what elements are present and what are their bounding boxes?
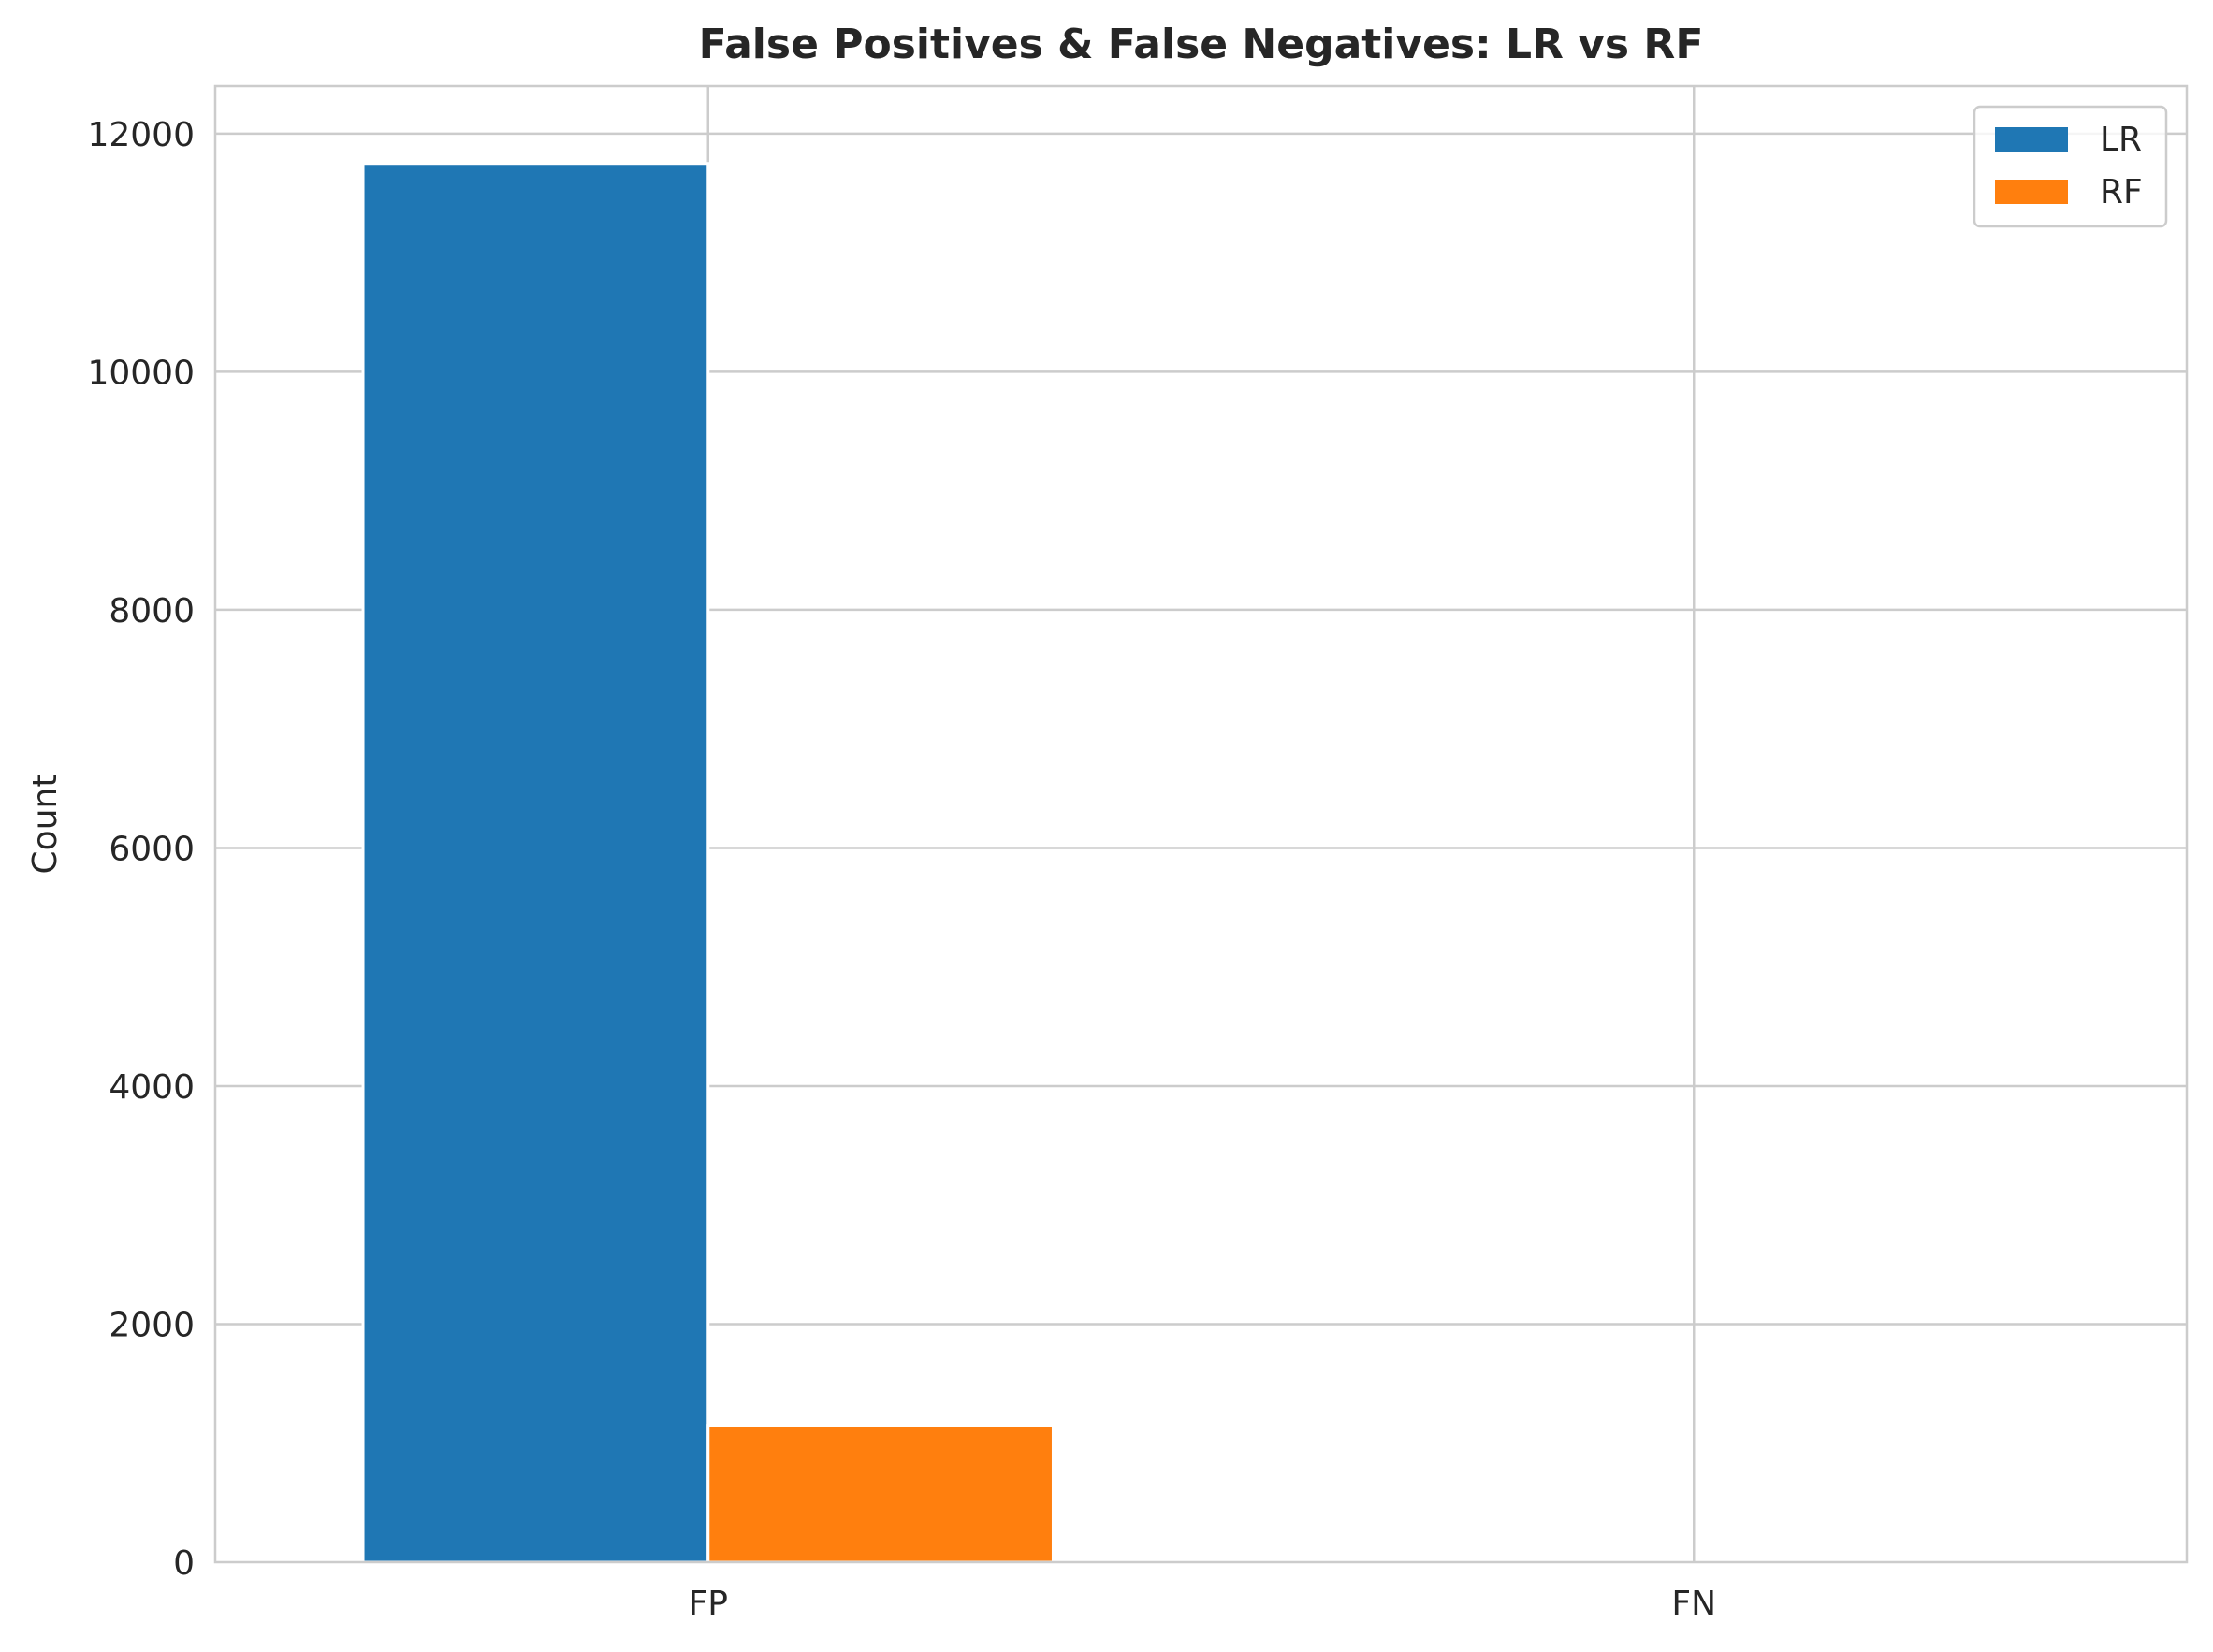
tick-labels: 0 2000 4000 6000 8000 10000 12000 FP FN: [87, 116, 1716, 1623]
y-tick-label: 2000: [109, 1306, 195, 1344]
y-tick-label: 0: [173, 1544, 195, 1583]
y-tick-label: 12000: [87, 116, 195, 154]
bar-rf-fp: [706, 1424, 1055, 1564]
plot-frame: [213, 84, 2189, 1564]
bar-lr-fp: [361, 162, 710, 1564]
legend-label-lr: LR: [2100, 121, 2142, 159]
legend-swatch-lr: [1995, 127, 2068, 152]
legend: LR RF: [1973, 105, 2168, 228]
legend-label-rf: RF: [2100, 173, 2143, 211]
y-tick-label: 8000: [109, 592, 195, 630]
y-axis-label: Count: [26, 775, 65, 875]
y-tick-label: 10000: [87, 354, 195, 392]
chart-title: False Positives & False Negatives: LR vs…: [699, 21, 1704, 68]
bars: [361, 162, 1055, 1564]
x-tick-label: FP: [689, 1585, 728, 1623]
y-tick-label: 4000: [109, 1068, 195, 1107]
y-tick-label: 6000: [109, 830, 195, 868]
x-tick-label: FN: [1671, 1585, 1716, 1623]
legend-swatch-rf: [1995, 180, 2068, 204]
